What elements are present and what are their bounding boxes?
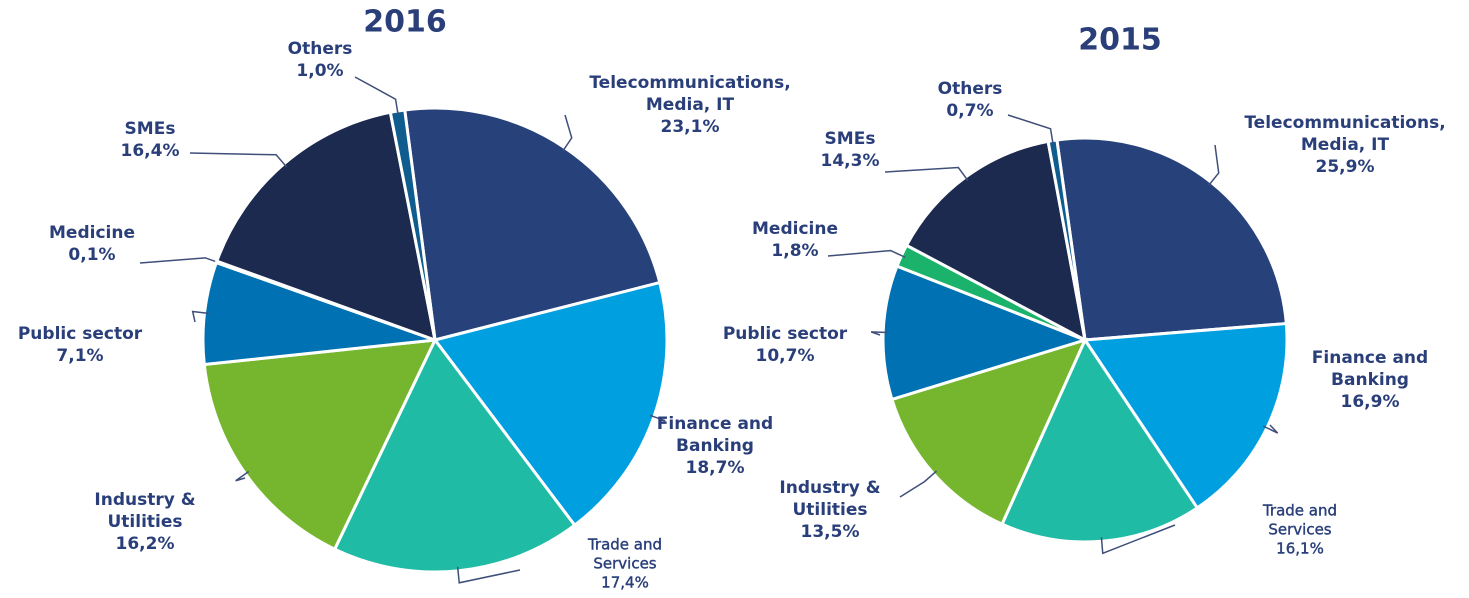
category-label: Trade and Services	[587, 535, 663, 573]
leader-line	[870, 331, 888, 336]
value-label: 16,9%	[1340, 392, 1400, 412]
leader-line	[1007, 114, 1054, 145]
category-label: Public sector	[722, 324, 848, 344]
value-label: 14,3%	[820, 151, 880, 171]
leader-line	[884, 166, 969, 181]
value-label: 1,8%	[771, 241, 819, 261]
slice-label: Others 1,0%	[265, 38, 375, 82]
leader-line	[456, 566, 521, 584]
leader-line	[827, 249, 906, 258]
category-label: Industry & Utilities	[94, 490, 196, 532]
category-label: Telecommunications, Media, IT	[1244, 113, 1446, 155]
leader-line	[899, 470, 938, 498]
value-label: 0,7%	[946, 101, 994, 121]
slice-label: SMEs 16,4%	[95, 118, 205, 162]
leader-line	[562, 114, 573, 152]
value-label: 1,0%	[296, 61, 344, 81]
slice-label: Finance and Banking 18,7%	[650, 413, 780, 479]
leader-line	[1262, 424, 1279, 434]
slice-label: Public sector 10,7%	[700, 323, 870, 367]
leader-line	[1100, 524, 1176, 555]
category-label: SMEs	[824, 129, 876, 149]
leader-line	[235, 470, 250, 482]
category-label: Others	[287, 39, 353, 59]
value-label: 10,7%	[755, 346, 815, 366]
category-label: Telecommunications, Media, IT	[589, 73, 791, 115]
slice-label: Medicine 1,8%	[730, 218, 860, 262]
slice-label: Trade and Services 17,4%	[570, 535, 680, 593]
leader-line	[191, 310, 209, 323]
leader-line	[649, 414, 666, 422]
slice-label: Finance and Banking 16,9%	[1305, 347, 1435, 413]
slice-label: Telecommunications, Media, IT 25,9%	[1225, 112, 1465, 178]
value-label: 17,4%	[601, 573, 649, 592]
value-label: 25,9%	[1315, 157, 1375, 177]
slice-label: Telecommunications, Media, IT 23,1%	[570, 72, 810, 138]
slice-label: Medicine 0,1%	[27, 222, 157, 266]
value-label: 16,1%	[1276, 539, 1324, 558]
value-label: 23,1%	[660, 117, 720, 137]
slice-label: SMEs 14,3%	[795, 128, 905, 172]
category-label: Industry & Utilities	[779, 478, 881, 520]
slice-label: Industry & Utilities 13,5%	[765, 477, 895, 543]
slice-label: Trade and Services 16,1%	[1245, 501, 1355, 559]
category-label: Finance and Banking	[656, 414, 774, 456]
leader-line	[354, 76, 399, 116]
value-label: 16,2%	[115, 534, 175, 554]
category-label: SMEs	[124, 119, 176, 139]
chart-title: 2015	[1078, 22, 1162, 58]
chart-title: 2016	[363, 4, 447, 40]
value-label: 13,5%	[800, 522, 860, 542]
value-label: 7,1%	[56, 346, 104, 366]
slice-label: Public sector 7,1%	[0, 323, 165, 367]
value-label: 18,7%	[685, 458, 745, 478]
leader-line	[189, 152, 288, 168]
category-label: Others	[937, 79, 1003, 99]
value-label: 0,1%	[68, 245, 116, 265]
category-label: Medicine	[752, 219, 838, 239]
value-label: 16,4%	[120, 141, 180, 161]
category-label: Trade and Services	[1262, 501, 1338, 539]
slice-label: Others 0,7%	[915, 78, 1025, 122]
category-label: Medicine	[49, 223, 135, 243]
category-label: Finance and Banking	[1311, 348, 1429, 390]
category-label: Public sector	[17, 324, 143, 344]
slice-label: Industry & Utilities 16,2%	[80, 489, 210, 555]
leader-line	[1208, 144, 1220, 186]
